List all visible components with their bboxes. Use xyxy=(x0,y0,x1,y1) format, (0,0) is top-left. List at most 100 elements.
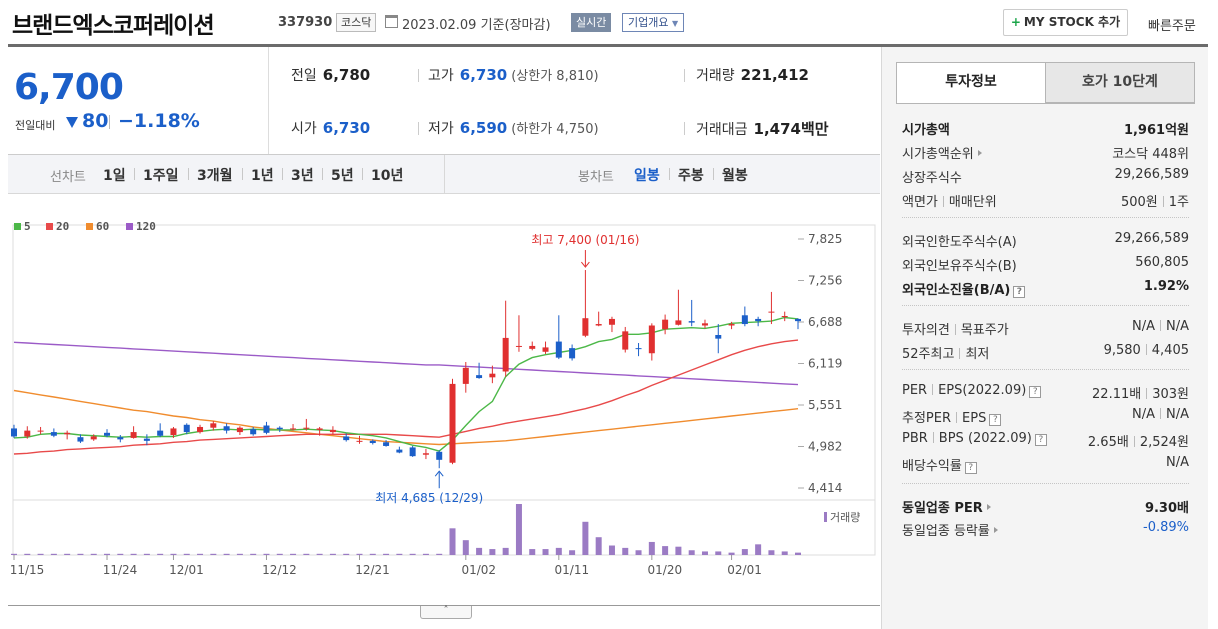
volume-bar xyxy=(197,553,204,555)
info-foreign-hold: 외국인보유주식수(B) 560,805 xyxy=(902,255,1189,274)
info-market-cap-rank[interactable]: 시가총액순위 코스닥 448위 xyxy=(902,147,1189,162)
candle-body xyxy=(223,426,230,431)
info-industry-per[interactable]: 동일업종 PER 9.30배 xyxy=(902,501,1189,516)
x-tick-label: 11/15 xyxy=(10,563,45,577)
candle-body xyxy=(741,315,748,325)
candle-weekly[interactable]: 주봉 xyxy=(678,168,704,184)
divider xyxy=(418,69,419,82)
help-icon[interactable]: ? xyxy=(989,414,1002,426)
volume-bar xyxy=(236,553,243,555)
candle-body xyxy=(555,341,562,358)
volume-bar xyxy=(11,553,17,555)
volume-bar xyxy=(130,553,137,555)
info-foreign-limit: 외국인한도주식수(A) 29,266,589 xyxy=(902,231,1189,250)
volume-bar xyxy=(396,553,403,555)
volume-bar xyxy=(542,549,549,555)
candle-body xyxy=(250,429,257,435)
period-3y[interactable]: 3년 xyxy=(291,168,314,184)
divider xyxy=(684,69,685,82)
info-face-value: 액면가 매매단위 500원 1주 xyxy=(902,195,1189,210)
volume-bar xyxy=(662,546,669,555)
legend-swatch xyxy=(86,223,93,230)
price-change: 80 xyxy=(82,110,109,132)
y-tick-label: 7,256 xyxy=(808,274,842,288)
volume-bar xyxy=(37,553,44,555)
period-1y[interactable]: 1년 xyxy=(251,168,274,184)
x-tick-label: 12/12 xyxy=(262,563,297,577)
volume-bar xyxy=(409,553,416,555)
candle-body xyxy=(396,449,403,453)
quick-order-link[interactable]: 빠른주문 xyxy=(1148,19,1196,34)
ma60-line xyxy=(13,389,799,446)
candle-body xyxy=(263,425,270,433)
chevron-right-icon xyxy=(986,504,991,510)
help-icon[interactable]: ? xyxy=(1029,386,1042,398)
candle-body xyxy=(11,428,17,437)
volume-bar xyxy=(529,549,536,555)
candle-monthly[interactable]: 월봉 xyxy=(722,168,748,184)
x-tick-label: 01/02 xyxy=(461,563,496,577)
x-tick-label: 02/01 xyxy=(727,563,762,577)
divider xyxy=(444,155,445,194)
chart-canvas: 7,825 7,256 6,688 6,119 5,551 4,982 4,414 5 20 60… xyxy=(10,220,876,577)
volume-bar xyxy=(383,553,390,555)
period-1w[interactable]: 1주일 xyxy=(143,168,179,184)
period-10y[interactable]: 10년 xyxy=(371,168,404,184)
candle-daily[interactable]: 일봉 xyxy=(634,168,660,184)
candle-body xyxy=(50,432,57,436)
period-1d[interactable]: 1일 xyxy=(103,168,126,184)
volume-bar xyxy=(436,553,443,555)
ma20-line xyxy=(13,339,799,455)
tab-orderbook[interactable]: 호가 10단계 xyxy=(1045,62,1195,103)
divider xyxy=(418,122,419,135)
tab-invest-info[interactable]: 투자정보 xyxy=(896,62,1046,103)
divider xyxy=(902,483,1189,484)
period-5y[interactable]: 5년 xyxy=(331,168,354,184)
candle-body xyxy=(622,331,629,350)
candle-body xyxy=(130,432,137,438)
chart-collapse-button[interactable]: ˄ xyxy=(420,606,472,619)
info-industry-change[interactable]: 동일업종 등락률 -0.89% xyxy=(902,520,1189,539)
volume-bar xyxy=(476,547,483,555)
x-tick-label: 12/21 xyxy=(355,563,390,577)
volume-bar xyxy=(555,547,562,555)
price-pane-frame xyxy=(12,224,876,501)
market-badge: 코스닥 xyxy=(336,13,377,32)
volume-bar xyxy=(515,504,522,555)
volume-bar xyxy=(569,550,576,555)
realtime-button[interactable]: 실시간 xyxy=(571,13,612,32)
volume-bar xyxy=(263,553,270,555)
period-3m[interactable]: 3개월 xyxy=(197,168,233,184)
volume: 거래량 221,412 xyxy=(696,66,809,84)
candlestick-chart: 7,825 7,256 6,688 6,119 5,551 4,982 4,414 5 20 60… xyxy=(8,195,880,605)
help-icon[interactable]: ? xyxy=(1034,434,1047,446)
volume-pane-frame xyxy=(12,499,876,556)
help-icon[interactable]: ? xyxy=(1013,286,1026,298)
ma5-line xyxy=(13,316,799,452)
candle-body xyxy=(343,436,350,441)
volume-bar xyxy=(290,553,297,555)
candle-body xyxy=(197,426,204,433)
chart-period-bar: 선차트 1일 1주일 3개월 1년 3년 5년 10년 봉차트 일봉 주봉 월봉 xyxy=(8,155,880,194)
candle-body xyxy=(715,334,722,339)
ma120-line xyxy=(13,341,799,386)
stock-header: 브랜드엑스코퍼레이션 337930 코스닥 2023.02.09 기준(장마감)… xyxy=(0,0,1218,46)
divider xyxy=(902,305,1189,306)
company-overview-button[interactable]: 기업개요 ▼ xyxy=(622,13,685,32)
volume-bar xyxy=(755,544,762,555)
divider xyxy=(669,168,670,180)
candle-body xyxy=(276,427,283,430)
volume-bar xyxy=(356,553,363,555)
candle-body xyxy=(795,318,801,322)
line-chart-title: 선차트 xyxy=(50,170,86,185)
volume-bar xyxy=(795,552,801,555)
low-annotation: 최저 4,685 (12/29) xyxy=(375,491,483,505)
add-mystock-button[interactable]: + MY STOCK 추가 xyxy=(1003,9,1128,36)
quote-date: 2023.02.09 기준(장마감) xyxy=(402,18,551,33)
candle-body xyxy=(582,318,589,336)
x-tick-label: 01/11 xyxy=(555,563,590,577)
volume-bar xyxy=(316,553,323,555)
info-opinion: 투자의견 목표주가 N/A N/A xyxy=(902,319,1189,338)
help-icon[interactable]: ? xyxy=(964,462,977,474)
candle-body xyxy=(476,375,483,379)
